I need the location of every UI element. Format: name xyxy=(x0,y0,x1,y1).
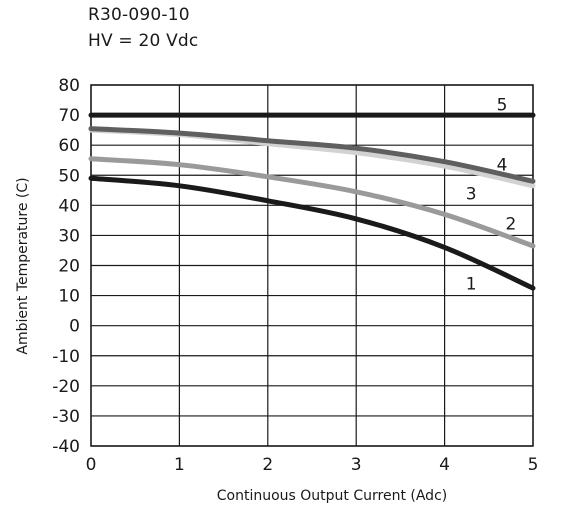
y-tick-label: 70 xyxy=(58,106,80,126)
x-tick-label: 0 xyxy=(86,455,97,475)
y-tick-label: 20 xyxy=(58,257,80,277)
series-line-4 xyxy=(88,126,536,184)
y-tick-label: -40 xyxy=(52,437,80,457)
y-tick-label: 50 xyxy=(58,166,80,186)
y-tick-label: -30 xyxy=(52,407,80,427)
series-lines xyxy=(88,112,536,291)
x-axis-label: Continuous Output Current (Adc) xyxy=(217,488,447,504)
x-tick-label: 1 xyxy=(174,455,185,475)
y-tick-label: 0 xyxy=(69,317,80,337)
y-axis-label: Ambient Temperature (C) xyxy=(15,177,31,354)
series-label-3: 3 xyxy=(466,184,477,204)
x-tick-label: 4 xyxy=(439,455,450,475)
x-tick-label: 2 xyxy=(262,455,273,475)
y-tick-label: 30 xyxy=(58,226,80,246)
y-tick-label: -10 xyxy=(52,347,80,367)
chart-subtitle: HV = 20 Vdc xyxy=(88,31,199,51)
y-tick-label: -20 xyxy=(52,377,80,397)
x-axis-ticks: 0 1 2 3 4 5 xyxy=(86,455,539,475)
y-tick-label: 40 xyxy=(58,196,80,216)
y-tick-label: 80 xyxy=(58,76,80,96)
grid xyxy=(90,84,534,447)
series-line-2 xyxy=(88,156,536,249)
series-label-4: 4 xyxy=(497,156,508,176)
y-tick-label: 10 xyxy=(58,287,80,307)
x-tick-label: 3 xyxy=(351,455,362,475)
y-tick-label: 60 xyxy=(58,136,80,156)
y-axis-ticks: 80 70 60 50 40 30 20 10 0 -10 -20 -30 -40 xyxy=(52,76,80,457)
series-line-1 xyxy=(88,175,536,291)
series-label-2: 2 xyxy=(505,214,516,234)
series-line-3 xyxy=(88,127,536,189)
x-tick-label: 5 xyxy=(528,455,539,475)
series-labels: 1 2 34 5 xyxy=(466,96,517,295)
chart-title: R30-090-10 xyxy=(88,5,190,25)
series-label-1: 1 xyxy=(466,275,477,295)
series-label-5: 5 xyxy=(497,96,508,116)
